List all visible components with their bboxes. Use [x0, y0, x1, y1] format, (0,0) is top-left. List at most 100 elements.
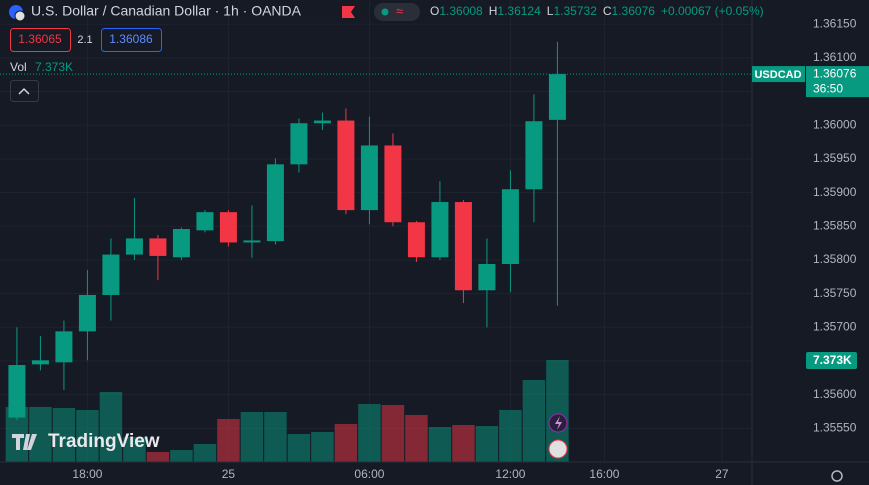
volume-bar: [76, 409, 99, 462]
candle-layer: [8, 41, 566, 421]
y-tick-label: 1.35950: [813, 151, 857, 165]
sell-price[interactable]: 1.36065: [18, 32, 62, 46]
symbol-tag-label: USDCAD: [754, 69, 801, 81]
price-tag-label: 1.36076: [813, 66, 857, 80]
economic-event[interactable]: [548, 439, 568, 459]
chart-title: U.S. Dollar / Canadian Dollar · 1h · OAN…: [31, 3, 302, 19]
volume-bar: [334, 423, 358, 462]
ohlc-key: L: [547, 4, 554, 18]
status-pill[interactable]: [374, 3, 420, 21]
symbol-tag: [752, 66, 805, 83]
ohlc-key: H: [489, 4, 498, 18]
volume-tag: [806, 352, 857, 369]
volume-bar: [311, 431, 334, 462]
flag-icon[interactable]: [342, 6, 355, 18]
y-tick-label: 1.35850: [813, 218, 857, 232]
spread: 2.1: [77, 34, 92, 46]
ohlc-value: 1.36076: [612, 4, 656, 18]
y-tick-label: 1.35550: [813, 420, 857, 434]
candle-body: [196, 212, 214, 231]
x-tick-label: 27: [715, 467, 729, 481]
volume-bar: [146, 451, 170, 462]
volume-bar: [99, 391, 123, 462]
candle-body: [478, 264, 496, 291]
volume-bar: [264, 411, 287, 462]
volume-bar: [522, 379, 546, 462]
x-tick-label: 06:00: [354, 467, 384, 481]
y-tick-label: 1.36000: [813, 117, 857, 131]
x-tick-label: 25: [222, 467, 236, 481]
volume-bar: [287, 433, 311, 462]
candle-body: [266, 164, 284, 242]
logo-icon: [12, 434, 37, 450]
sell-button[interactable]: [10, 28, 71, 52]
ohlc-value: 1.36008: [439, 4, 483, 18]
volume-layer: [5, 360, 569, 462]
volume-bar: [170, 449, 193, 462]
settings[interactable]: [831, 470, 843, 482]
y-tick-label: 1.35600: [813, 387, 857, 401]
symbol-flag: [14, 10, 26, 22]
candle-body: [454, 202, 472, 291]
lightning: [555, 416, 562, 430]
candle-body: [501, 189, 519, 264]
ohlc-legend: O1.36008 H1.36124 L1.35732 C1.36076 +0.00067…: [430, 4, 764, 18]
y-tick-label: 1.35750: [813, 286, 857, 300]
candle-body: [55, 331, 73, 363]
candle-body: [102, 254, 120, 295]
volume-bar: [217, 418, 240, 462]
candle-body: [78, 294, 96, 332]
ohlc-key: O: [430, 4, 439, 18]
chevron: [18, 87, 30, 95]
volume-bar: [381, 404, 405, 462]
candle-body: [525, 121, 543, 190]
volume-bar: [499, 409, 522, 462]
ohlc-value: 1.36124: [497, 4, 541, 18]
buy-price[interactable]: 1.36086: [109, 32, 153, 46]
candle-body: [407, 222, 425, 258]
candle-body: [360, 145, 378, 211]
candle-body: [431, 202, 449, 258]
candle-body: [313, 120, 331, 124]
buy-button[interactable]: [101, 28, 162, 52]
volume-bar: [358, 403, 381, 462]
data-status: ≈: [396, 3, 403, 18]
x-tick-label: 16:00: [589, 467, 619, 481]
volume-bar: [52, 407, 76, 462]
candle-body: [172, 228, 190, 258]
candle-body: [548, 74, 566, 120]
y-tick-label: 1.36100: [813, 50, 857, 64]
x-tick-label: 18:00: [72, 467, 102, 481]
candle-body: [149, 238, 167, 256]
candle-body: [243, 240, 261, 243]
y-tick-label: 1.35700: [813, 319, 857, 333]
candle-body: [337, 120, 355, 211]
change: +0.00067 (+0.05%): [661, 4, 764, 18]
price-tag: [806, 66, 869, 98]
volume-bar: [29, 406, 52, 462]
countdown: 36:50: [813, 81, 843, 95]
y-tick-label: 1.35800: [813, 252, 857, 266]
ohlc-value: 1.35732: [553, 4, 597, 18]
candle-body: [8, 365, 26, 418]
volume-bar: [452, 424, 475, 462]
volume-bar: [546, 360, 569, 462]
collapse-button[interactable]: [10, 80, 39, 102]
volume-bar: [123, 436, 146, 462]
volume-bar: [240, 411, 264, 462]
logo-text: TradingView: [48, 431, 160, 452]
candle-body: [290, 123, 308, 165]
candle-body: [31, 360, 49, 365]
candle-body: [219, 212, 237, 243]
volume-bar: [405, 414, 428, 462]
volume-bar: [475, 425, 499, 462]
candle-body: [384, 145, 402, 223]
volume-legend-value: 7.373K: [35, 60, 73, 74]
axes: 1.361501.361001.360501.360001.359501.359…: [0, 16, 869, 481]
volume-tag-label: 7.373K: [813, 353, 852, 367]
volume-legend-name: Vol: [10, 60, 27, 74]
volume-bar: [193, 443, 217, 462]
y-tick-label: 1.35900: [813, 185, 857, 199]
volume-bar: [428, 426, 452, 462]
